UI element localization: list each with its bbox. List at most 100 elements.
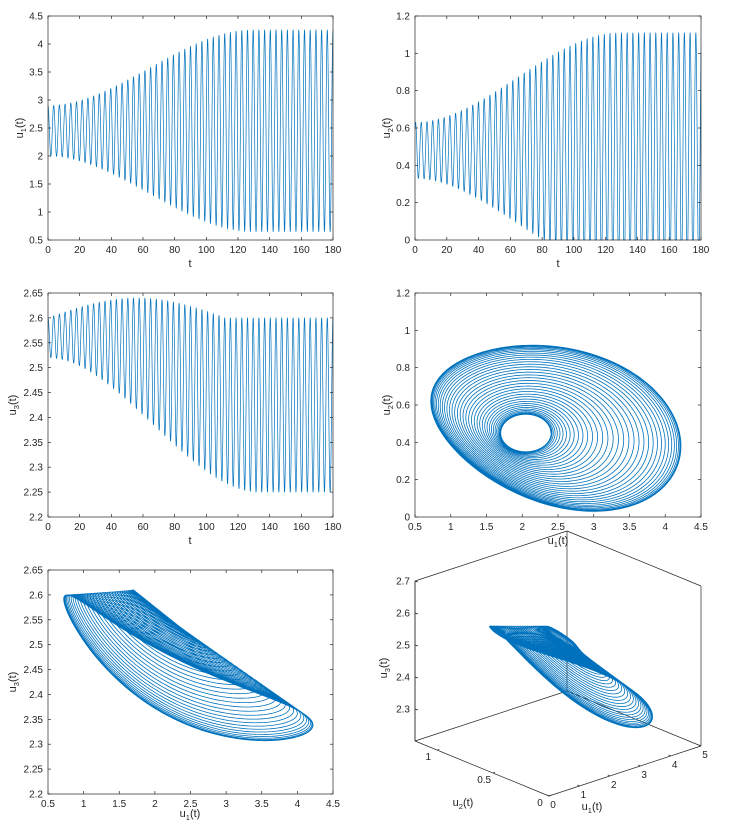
x-axis-label: u1(t) — [548, 535, 569, 549]
x-axis-label: t — [188, 258, 191, 270]
y-tick-label: 1.5 — [29, 180, 43, 191]
z-tick-mark — [414, 708, 419, 711]
x-tick-label: 2.5 — [184, 799, 198, 810]
x-tick-label: 100 — [566, 245, 583, 256]
series-line-u3t — [47, 297, 334, 493]
z-tick-mark — [414, 644, 419, 647]
x-tick-label: 160 — [661, 245, 678, 256]
y-tick-label: 0.4 — [396, 438, 410, 449]
panel-u1-vs-t: 0 20 40 60 80 100 120 140 160 180 0.5 1 1.5 2 2.5 3 3.5 4… — [14, 12, 342, 271]
axes-box — [47, 292, 334, 518]
x-tick-label: 180 — [693, 245, 710, 256]
phase-trajectory-u1-u3 — [63, 589, 314, 742]
x-tick-label: 120 — [230, 245, 247, 256]
axes-3d-box — [414, 530, 702, 797]
x-tick-label: 0 — [45, 245, 51, 256]
y-axis-label: u2(t) — [381, 118, 395, 139]
x-tick-label: 100 — [198, 245, 215, 256]
y-axis-label: u3(t) — [7, 395, 21, 416]
x-tick-mark — [638, 764, 641, 767]
x-tick-label: 20 — [74, 522, 86, 533]
z-tick-label: 2.4 — [396, 673, 410, 684]
y-tick-label: 1 — [37, 208, 43, 219]
y-tick-label: 3 — [37, 96, 43, 107]
x-tick-label: 2.5 — [551, 522, 565, 533]
x-tick-label: 0 — [550, 800, 556, 811]
y-tick-label: 0 — [404, 236, 410, 247]
x-tick-label: 140 — [261, 522, 278, 533]
x-tick-label: 4 — [295, 799, 301, 810]
x-tick-label: 100 — [198, 522, 215, 533]
x-tick-label: 160 — [293, 245, 310, 256]
y-tick-label: 2.2 — [29, 790, 43, 801]
y-axis-label: u1(t) — [14, 118, 28, 139]
x-tick-mark — [698, 744, 702, 747]
x-axis-label: t — [188, 535, 191, 547]
x-tick-mark — [577, 784, 580, 787]
x-tick-label: 3 — [591, 522, 597, 533]
y-tick-label: 2.25 — [24, 765, 44, 776]
y-axis-label: u2(t) — [453, 797, 474, 811]
x-tick-label: 4.5 — [694, 522, 708, 533]
y-tick-label: 0.5 — [29, 236, 43, 247]
x-tick-label: 20 — [441, 245, 453, 256]
x-tick-label: 2 — [611, 780, 617, 791]
x-axis-label: t — [556, 258, 559, 270]
y-tick-label: 2.6 — [29, 590, 43, 601]
z-tick-mark — [414, 580, 419, 583]
y-tick-label: 2.55 — [24, 615, 44, 626]
z-axis-label: u3(t) — [378, 658, 392, 679]
series-line-u1t — [47, 29, 334, 232]
y-tick-label: 0.4 — [396, 161, 410, 172]
y-tick-label: 2 — [37, 152, 43, 163]
y-tick-label: 3.5 — [29, 68, 43, 79]
y-tick-label: 2.4 — [29, 690, 43, 701]
x-tick-label: 140 — [261, 245, 278, 256]
x-tick-label: 1.5 — [112, 799, 126, 810]
y-tick-label: 2.2 — [29, 513, 43, 524]
x-tick-label: 60 — [137, 245, 149, 256]
y-tick-label: 2.25 — [24, 488, 44, 499]
y-tick-label: 1 — [404, 49, 410, 60]
x-axis-label: u1(t) — [180, 808, 201, 822]
x-axis-line — [548, 745, 702, 797]
y-tick-label: 0.2 — [396, 198, 410, 209]
y-tick-label: 2.4 — [29, 413, 43, 424]
y-tick-label: 2.5 — [29, 124, 43, 135]
x-tick-label: 80 — [537, 245, 549, 256]
x-tick-label: 0 — [45, 522, 51, 533]
y-tick-label: 2.5 — [29, 640, 43, 651]
x-tick-label: 2 — [152, 799, 158, 810]
x-tick-label: 40 — [106, 522, 118, 533]
x-tick-label: 3 — [223, 799, 229, 810]
x-tick-label: 180 — [325, 522, 342, 533]
phase-trajectory-u1-u2 — [430, 344, 682, 512]
z-tick-mark — [414, 612, 419, 615]
box-edge — [414, 690, 568, 742]
x-tick-label: 40 — [473, 245, 485, 256]
series-line-u2t — [414, 32, 702, 241]
y-axis-label: u2(t) — [381, 395, 395, 416]
y-tick-label: 2.55 — [24, 338, 44, 349]
y-tick-label: 2.5 — [29, 363, 43, 374]
y-tick-label: 2.35 — [24, 438, 44, 449]
x-tick-label: 4 — [672, 760, 678, 771]
x-tick-label: 4 — [662, 522, 668, 533]
y-tick-label: 0.8 — [396, 86, 410, 97]
x-tick-label: 2 — [519, 522, 525, 533]
y-tick-label: 4 — [37, 40, 43, 51]
z-tick-label: 2.6 — [396, 609, 410, 620]
y-tick-label: 0.6 — [396, 401, 410, 412]
y-tick-label: 2.3 — [29, 463, 43, 474]
y-tick-mark — [548, 794, 552, 797]
x-tick-label: 20 — [74, 245, 86, 256]
y-axis-line — [414, 740, 550, 797]
x-tick-label: 40 — [106, 245, 118, 256]
y-tick-label: 2.45 — [24, 665, 44, 676]
y-tick-label: 0.8 — [396, 363, 410, 374]
x-tick-label: 80 — [169, 245, 181, 256]
phase-trajectory-3d — [489, 625, 653, 729]
panel-u2-vs-t: 0 20 40 60 80 100 120 140 160 180 0 0.2 0.4 0.6 0.8 1 1.… — [381, 12, 710, 271]
panel-u1-vs-u2: 0.5 1 1.5 2 2.5 3 3.5 4 4.5 0 0.2 0.4 0.6 0.8 1 1.2 u1(… — [381, 289, 708, 550]
